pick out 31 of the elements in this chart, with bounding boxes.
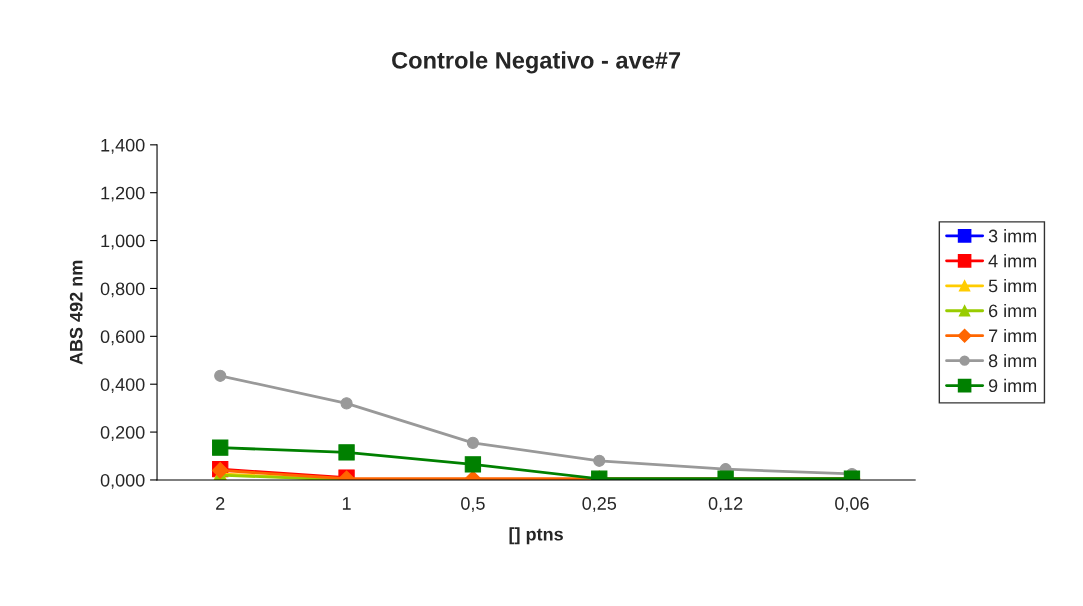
x-tick-label: 0,06 <box>835 497 869 513</box>
y-tick-label: 1,400 <box>101 138 145 154</box>
y-tick-label: 0,200 <box>100 426 145 441</box>
y-tick-label: 0,400 <box>100 378 145 394</box>
point <box>338 444 355 461</box>
point <box>466 436 479 449</box>
legend-label: 8 imm <box>988 353 1037 368</box>
legend-label: 3 imm <box>988 229 1037 243</box>
legend-label: 6 imm <box>988 303 1037 318</box>
x-tick-label: 2 <box>216 497 225 510</box>
legend-label: 4 imm <box>988 254 1037 268</box>
legend-label: 9 imm <box>988 378 1037 393</box>
y-tick-label: 0,800 <box>100 282 145 298</box>
legend-label: 7 imm <box>989 328 1037 343</box>
x-tick-label: 0,25 <box>582 497 617 513</box>
point <box>340 397 353 410</box>
x-tick-label: 0,5 <box>461 497 485 513</box>
point <box>214 369 227 382</box>
x-axis-title: [] ptns <box>509 527 563 545</box>
y-tick-label: 1,200 <box>101 186 145 202</box>
x-tick-label: 1 <box>342 497 351 510</box>
y-tick-label: 1,000 <box>101 234 145 250</box>
y-tick-label: 0,600 <box>100 330 145 346</box>
y-axis-title: ABS 492 nm <box>69 260 83 365</box>
y-tick-label: 0,000 <box>100 473 145 489</box>
point <box>212 439 229 456</box>
point <box>593 454 606 467</box>
x-tick-label: 0,12 <box>708 497 743 513</box>
chart-title: Controle Negativo - ave#7 <box>392 51 681 74</box>
legend-label: 5 imm <box>988 279 1037 293</box>
point <box>464 456 482 473</box>
